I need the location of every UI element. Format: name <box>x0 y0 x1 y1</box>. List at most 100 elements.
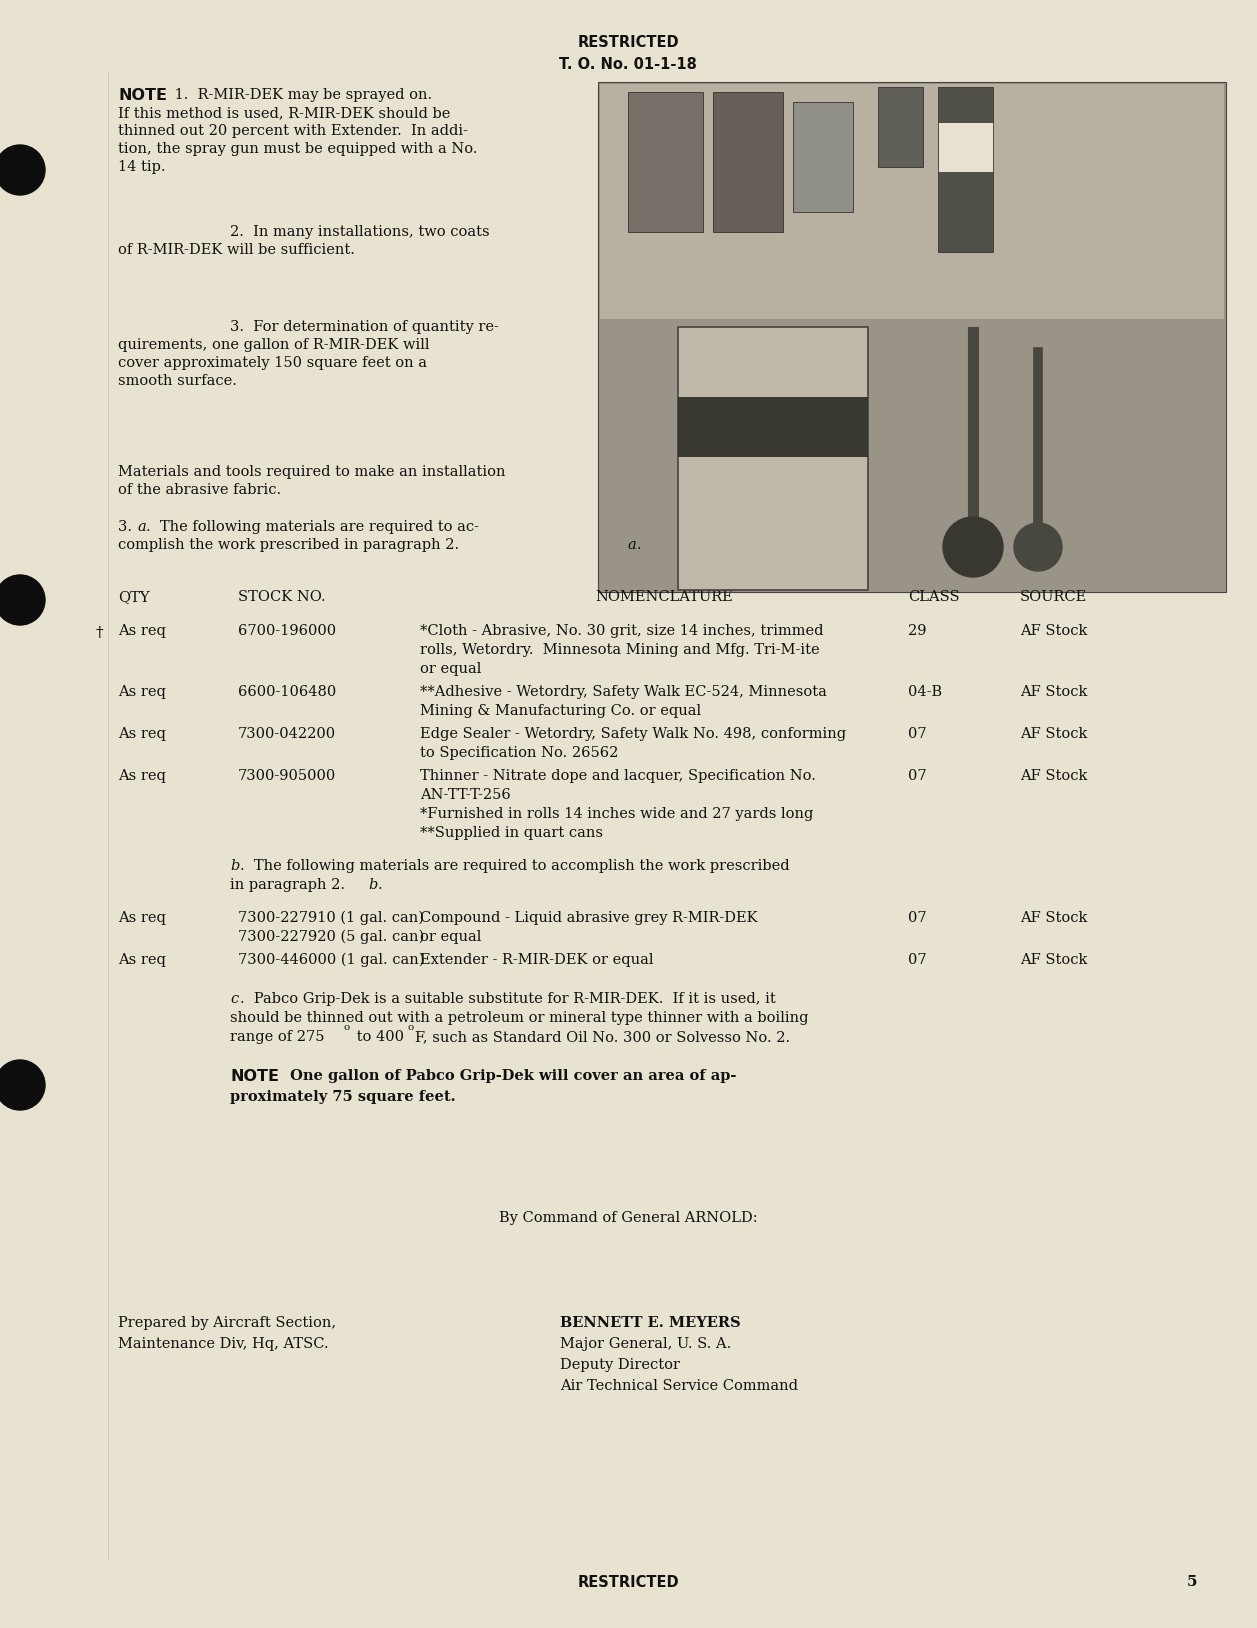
Text: Air Technical Service Command: Air Technical Service Command <box>561 1379 798 1394</box>
Text: AF Stock: AF Stock <box>1019 685 1087 698</box>
Text: thinned out 20 percent with Extender.  In addi-: thinned out 20 percent with Extender. In… <box>118 124 468 138</box>
Text: RESTRICTED: RESTRICTED <box>577 1574 679 1591</box>
Text: Compound - Liquid abrasive grey R-MIR-DEK: Compound - Liquid abrasive grey R-MIR-DE… <box>420 912 758 925</box>
Text: a: a <box>628 537 637 552</box>
Text: .  Pabco Grip-Dek is a suitable substitute for R-MIR-DEK.  If it is used, it: . Pabco Grip-Dek is a suitable substitut… <box>240 991 776 1006</box>
Text: or equal: or equal <box>420 663 481 676</box>
Circle shape <box>1014 523 1062 571</box>
Text: Mining & Manufacturing Co. or equal: Mining & Manufacturing Co. or equal <box>420 703 701 718</box>
Bar <box>678 397 869 457</box>
Text: AF Stock: AF Stock <box>1019 768 1087 783</box>
Text: 3.  For determination of quantity re-: 3. For determination of quantity re- <box>230 321 499 334</box>
Text: T. O. No. 01-1-18: T. O. No. 01-1-18 <box>559 57 696 72</box>
Text: F, such as Standard Oil No. 300 or Solvesso No. 2.: F, such as Standard Oil No. 300 or Solve… <box>415 1031 791 1044</box>
Text: o: o <box>407 1022 414 1032</box>
Text: As req: As req <box>118 624 166 638</box>
Bar <box>713 93 783 233</box>
Text: tion, the spray gun must be equipped with a No.: tion, the spray gun must be equipped wit… <box>118 142 478 156</box>
Text: **Adhesive - Wetordry, Safety Walk EC-524, Minnesota: **Adhesive - Wetordry, Safety Walk EC-52… <box>420 685 827 698</box>
Text: of the abrasive fabric.: of the abrasive fabric. <box>118 484 282 497</box>
Text: a: a <box>138 519 147 534</box>
Text: 07: 07 <box>908 728 926 741</box>
Text: cover approximately 150 square feet on a: cover approximately 150 square feet on a <box>118 357 427 370</box>
Text: Edge Sealer - Wetordry, Safety Walk No. 498, conforming: Edge Sealer - Wetordry, Safety Walk No. … <box>420 728 846 741</box>
Circle shape <box>0 145 45 195</box>
Text: b: b <box>368 877 377 892</box>
Text: .: . <box>378 877 382 892</box>
Text: 14 tip.: 14 tip. <box>118 160 166 174</box>
Text: 29: 29 <box>908 624 926 638</box>
Text: Maintenance Div, Hq, ATSC.: Maintenance Div, Hq, ATSC. <box>118 1337 328 1351</box>
Text: BENNETT E. MEYERS: BENNETT E. MEYERS <box>561 1315 740 1330</box>
Circle shape <box>0 575 45 625</box>
Text: QTY: QTY <box>118 589 150 604</box>
Text: †: † <box>96 627 103 640</box>
Text: range of 275: range of 275 <box>230 1031 324 1044</box>
Text: AF Stock: AF Stock <box>1019 728 1087 741</box>
Text: 5: 5 <box>1187 1574 1197 1589</box>
Text: 7300-227910 (1 gal. can): 7300-227910 (1 gal. can) <box>238 912 424 925</box>
Text: 1.  R-MIR-DEK may be sprayed on.: 1. R-MIR-DEK may be sprayed on. <box>170 88 432 103</box>
Text: in paragraph 2.: in paragraph 2. <box>230 877 344 892</box>
Bar <box>678 327 869 589</box>
Text: AF Stock: AF Stock <box>1019 912 1087 925</box>
Circle shape <box>943 518 1003 576</box>
Bar <box>938 122 993 173</box>
Text: SOURCE: SOURCE <box>1019 589 1087 604</box>
Text: 6600-106480: 6600-106480 <box>238 685 337 698</box>
Text: RESTRICTED: RESTRICTED <box>577 34 679 50</box>
Text: o: o <box>343 1022 349 1032</box>
Circle shape <box>0 1060 45 1110</box>
Text: .  The following materials are required to accomplish the work prescribed: . The following materials are required t… <box>240 860 789 873</box>
Text: SPECAN TTT 256: SPECAN TTT 256 <box>943 140 988 145</box>
Text: *Cloth - Abrasive, No. 30 grit, size 14 inches, trimmed: *Cloth - Abrasive, No. 30 grit, size 14 … <box>420 624 823 638</box>
Text: 07: 07 <box>908 768 926 783</box>
Text: smooth surface.: smooth surface. <box>118 374 236 387</box>
Bar <box>628 93 703 233</box>
Text: Extender - R-MIR-DEK or equal: Extender - R-MIR-DEK or equal <box>420 952 654 967</box>
Text: As req: As req <box>118 912 166 925</box>
Text: 07: 07 <box>908 912 926 925</box>
Text: to Specification No. 26562: to Specification No. 26562 <box>420 746 618 760</box>
Text: NOTE: NOTE <box>230 1070 279 1084</box>
Text: to 400: to 400 <box>352 1031 403 1044</box>
Bar <box>600 85 1224 319</box>
Text: proximately 75 square feet.: proximately 75 square feet. <box>230 1091 455 1104</box>
Text: If this method is used, R-MIR-DEK should be: If this method is used, R-MIR-DEK should… <box>118 106 450 120</box>
Bar <box>877 86 923 168</box>
Text: NOTE: NOTE <box>118 88 167 103</box>
Text: Prepared by Aircraft Section,: Prepared by Aircraft Section, <box>118 1315 336 1330</box>
Text: rolls, Wetordry.  Minnesota Mining and Mfg. Tri-M-ite: rolls, Wetordry. Minnesota Mining and Mf… <box>420 643 820 658</box>
Text: STOCK NO.: STOCK NO. <box>238 589 326 604</box>
Text: complish the work prescribed in paragraph 2.: complish the work prescribed in paragrap… <box>118 537 459 552</box>
Text: should be thinned out with a petroleum or mineral type thinner with a boiling: should be thinned out with a petroleum o… <box>230 1011 808 1026</box>
Text: THINNER: THINNER <box>947 127 985 137</box>
Bar <box>598 81 1226 593</box>
Text: **Supplied in quart cans: **Supplied in quart cans <box>420 825 603 840</box>
Text: 6700-196000: 6700-196000 <box>238 624 336 638</box>
Text: As req: As req <box>118 952 166 967</box>
Text: 2.  In many installations, two coats: 2. In many installations, two coats <box>230 225 490 239</box>
Text: AF Stock: AF Stock <box>1019 952 1087 967</box>
Text: 04-B: 04-B <box>908 685 943 698</box>
Text: As req: As req <box>118 685 166 698</box>
Text: 7300-042200: 7300-042200 <box>238 728 336 741</box>
Text: Major General, U. S. A.: Major General, U. S. A. <box>561 1337 732 1351</box>
Bar <box>938 86 993 252</box>
Text: AN-TT-T-256: AN-TT-T-256 <box>420 788 510 803</box>
Text: 7300-446000 (1 gal. can): 7300-446000 (1 gal. can) <box>238 952 425 967</box>
Text: 7300-227920 (5 gal. can): 7300-227920 (5 gal. can) <box>238 930 425 944</box>
Text: c: c <box>230 991 239 1006</box>
Text: Thinner - Nitrate dope and lacquer, Specification No.: Thinner - Nitrate dope and lacquer, Spec… <box>420 768 816 783</box>
Text: 07: 07 <box>908 952 926 967</box>
Text: NOMENCLATURE: NOMENCLATURE <box>595 589 733 604</box>
Text: As req: As req <box>118 768 166 783</box>
Text: As req: As req <box>118 728 166 741</box>
Text: b: b <box>230 860 239 873</box>
Text: Deputy Director: Deputy Director <box>561 1358 680 1372</box>
Text: CLASS: CLASS <box>908 589 959 604</box>
Text: By Command of General ARNOLD:: By Command of General ARNOLD: <box>499 1211 757 1224</box>
Text: *Furnished in rolls 14 inches wide and 27 yards long: *Furnished in rolls 14 inches wide and 2… <box>420 807 813 821</box>
Text: of R-MIR-DEK will be sufficient.: of R-MIR-DEK will be sufficient. <box>118 243 354 257</box>
Text: One gallon of Pabco Grip-Dek will cover an area of ap-: One gallon of Pabco Grip-Dek will cover … <box>285 1070 737 1083</box>
